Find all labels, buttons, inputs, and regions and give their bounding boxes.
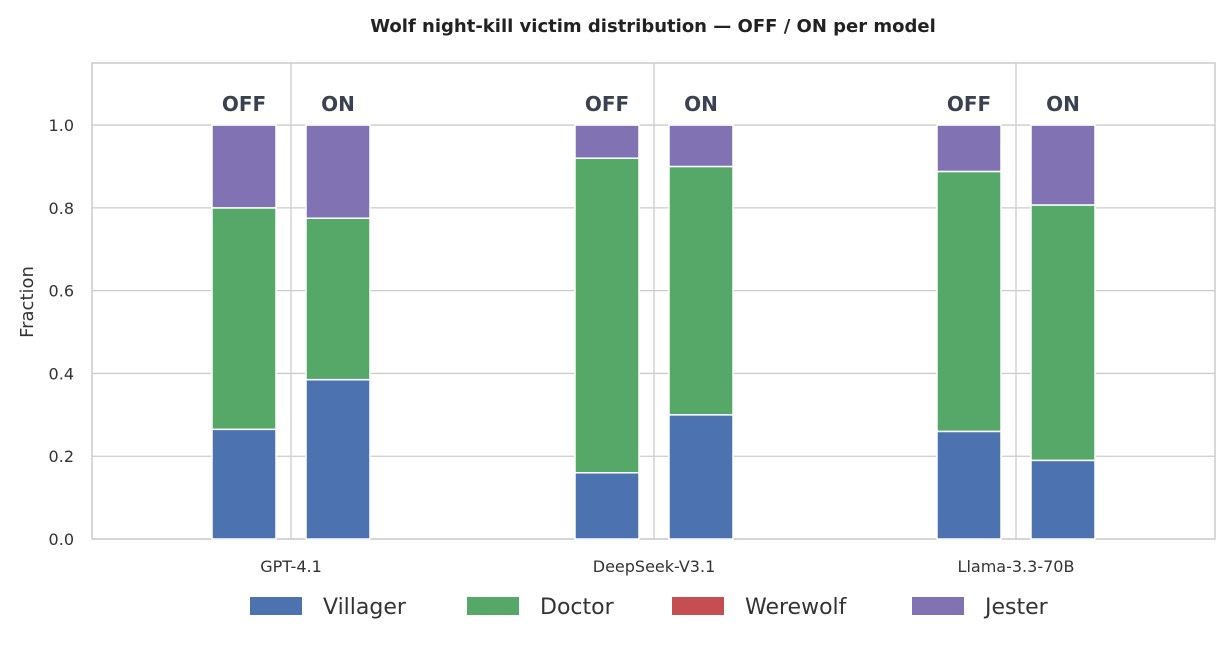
legend-swatch-doctor bbox=[467, 597, 519, 615]
y-tick-label: 0.2 bbox=[49, 447, 74, 466]
condition-label: OFF bbox=[222, 92, 266, 116]
legend-swatch-villager bbox=[250, 597, 302, 615]
bar-segment-villager bbox=[574, 472, 640, 540]
x-tick-label: DeepSeek-V3.1 bbox=[593, 557, 716, 576]
bar-segment-doctor bbox=[574, 157, 640, 474]
condition-label: ON bbox=[684, 92, 718, 116]
condition-label: OFF bbox=[947, 92, 991, 116]
bar-segment-jester bbox=[936, 124, 1002, 173]
ticks-layer: 0.0 0.2 0.4 0.6 0.8 1.0 GPT-4.1 DeepSeek-V3.1 Ll… bbox=[49, 116, 1075, 576]
bar-segment-jester bbox=[574, 124, 640, 159]
grid-layer bbox=[92, 63, 1215, 540]
y-tick-label: 1.0 bbox=[49, 116, 74, 135]
bar-segment-jester bbox=[211, 124, 277, 209]
condition-label: OFF bbox=[585, 92, 629, 116]
x-tick-label: GPT-4.1 bbox=[260, 557, 322, 576]
bar-segment-doctor bbox=[211, 207, 277, 431]
y-tick-label: 0.4 bbox=[49, 364, 74, 383]
legend: Villager Doctor Werewolf Jester bbox=[250, 595, 1049, 620]
bar-segment-villager bbox=[936, 430, 1002, 540]
bar-segment-villager bbox=[305, 378, 371, 540]
legend-label: Jester bbox=[983, 595, 1049, 620]
x-tick-label: Llama-3.3-70B bbox=[958, 557, 1075, 576]
bar-segment-jester bbox=[668, 124, 734, 168]
bar-segment-doctor bbox=[936, 170, 1002, 433]
bar-segment-villager bbox=[668, 414, 734, 540]
legend-label: Villager bbox=[323, 595, 407, 620]
condition-label: ON bbox=[1046, 92, 1080, 116]
y-tick-label: 0.8 bbox=[49, 199, 74, 218]
bar-segment-doctor bbox=[1030, 204, 1096, 462]
y-tick-label: 0.6 bbox=[49, 282, 74, 301]
condition-label: ON bbox=[321, 92, 355, 116]
legend-label: Doctor bbox=[540, 595, 615, 620]
chart-title: Wolf night-kill victim distribution — OF… bbox=[370, 16, 936, 37]
legend-label: Werewolf bbox=[745, 595, 848, 620]
bar-segment-jester bbox=[305, 124, 371, 219]
bar-segment-doctor bbox=[668, 165, 734, 416]
y-axis-label: Fraction bbox=[17, 266, 38, 338]
y-tick-label: 0.0 bbox=[49, 530, 74, 549]
bar-segment-jester bbox=[1030, 124, 1096, 206]
bar-segment-doctor bbox=[305, 217, 371, 381]
legend-swatch-jester bbox=[912, 597, 964, 615]
bar-segment-villager bbox=[211, 428, 277, 540]
legend-swatch-werewolf bbox=[672, 597, 724, 615]
bar-segment-villager bbox=[1030, 459, 1096, 540]
bars-layer: OFF ON OFF ON OFF ON bbox=[211, 92, 1096, 540]
